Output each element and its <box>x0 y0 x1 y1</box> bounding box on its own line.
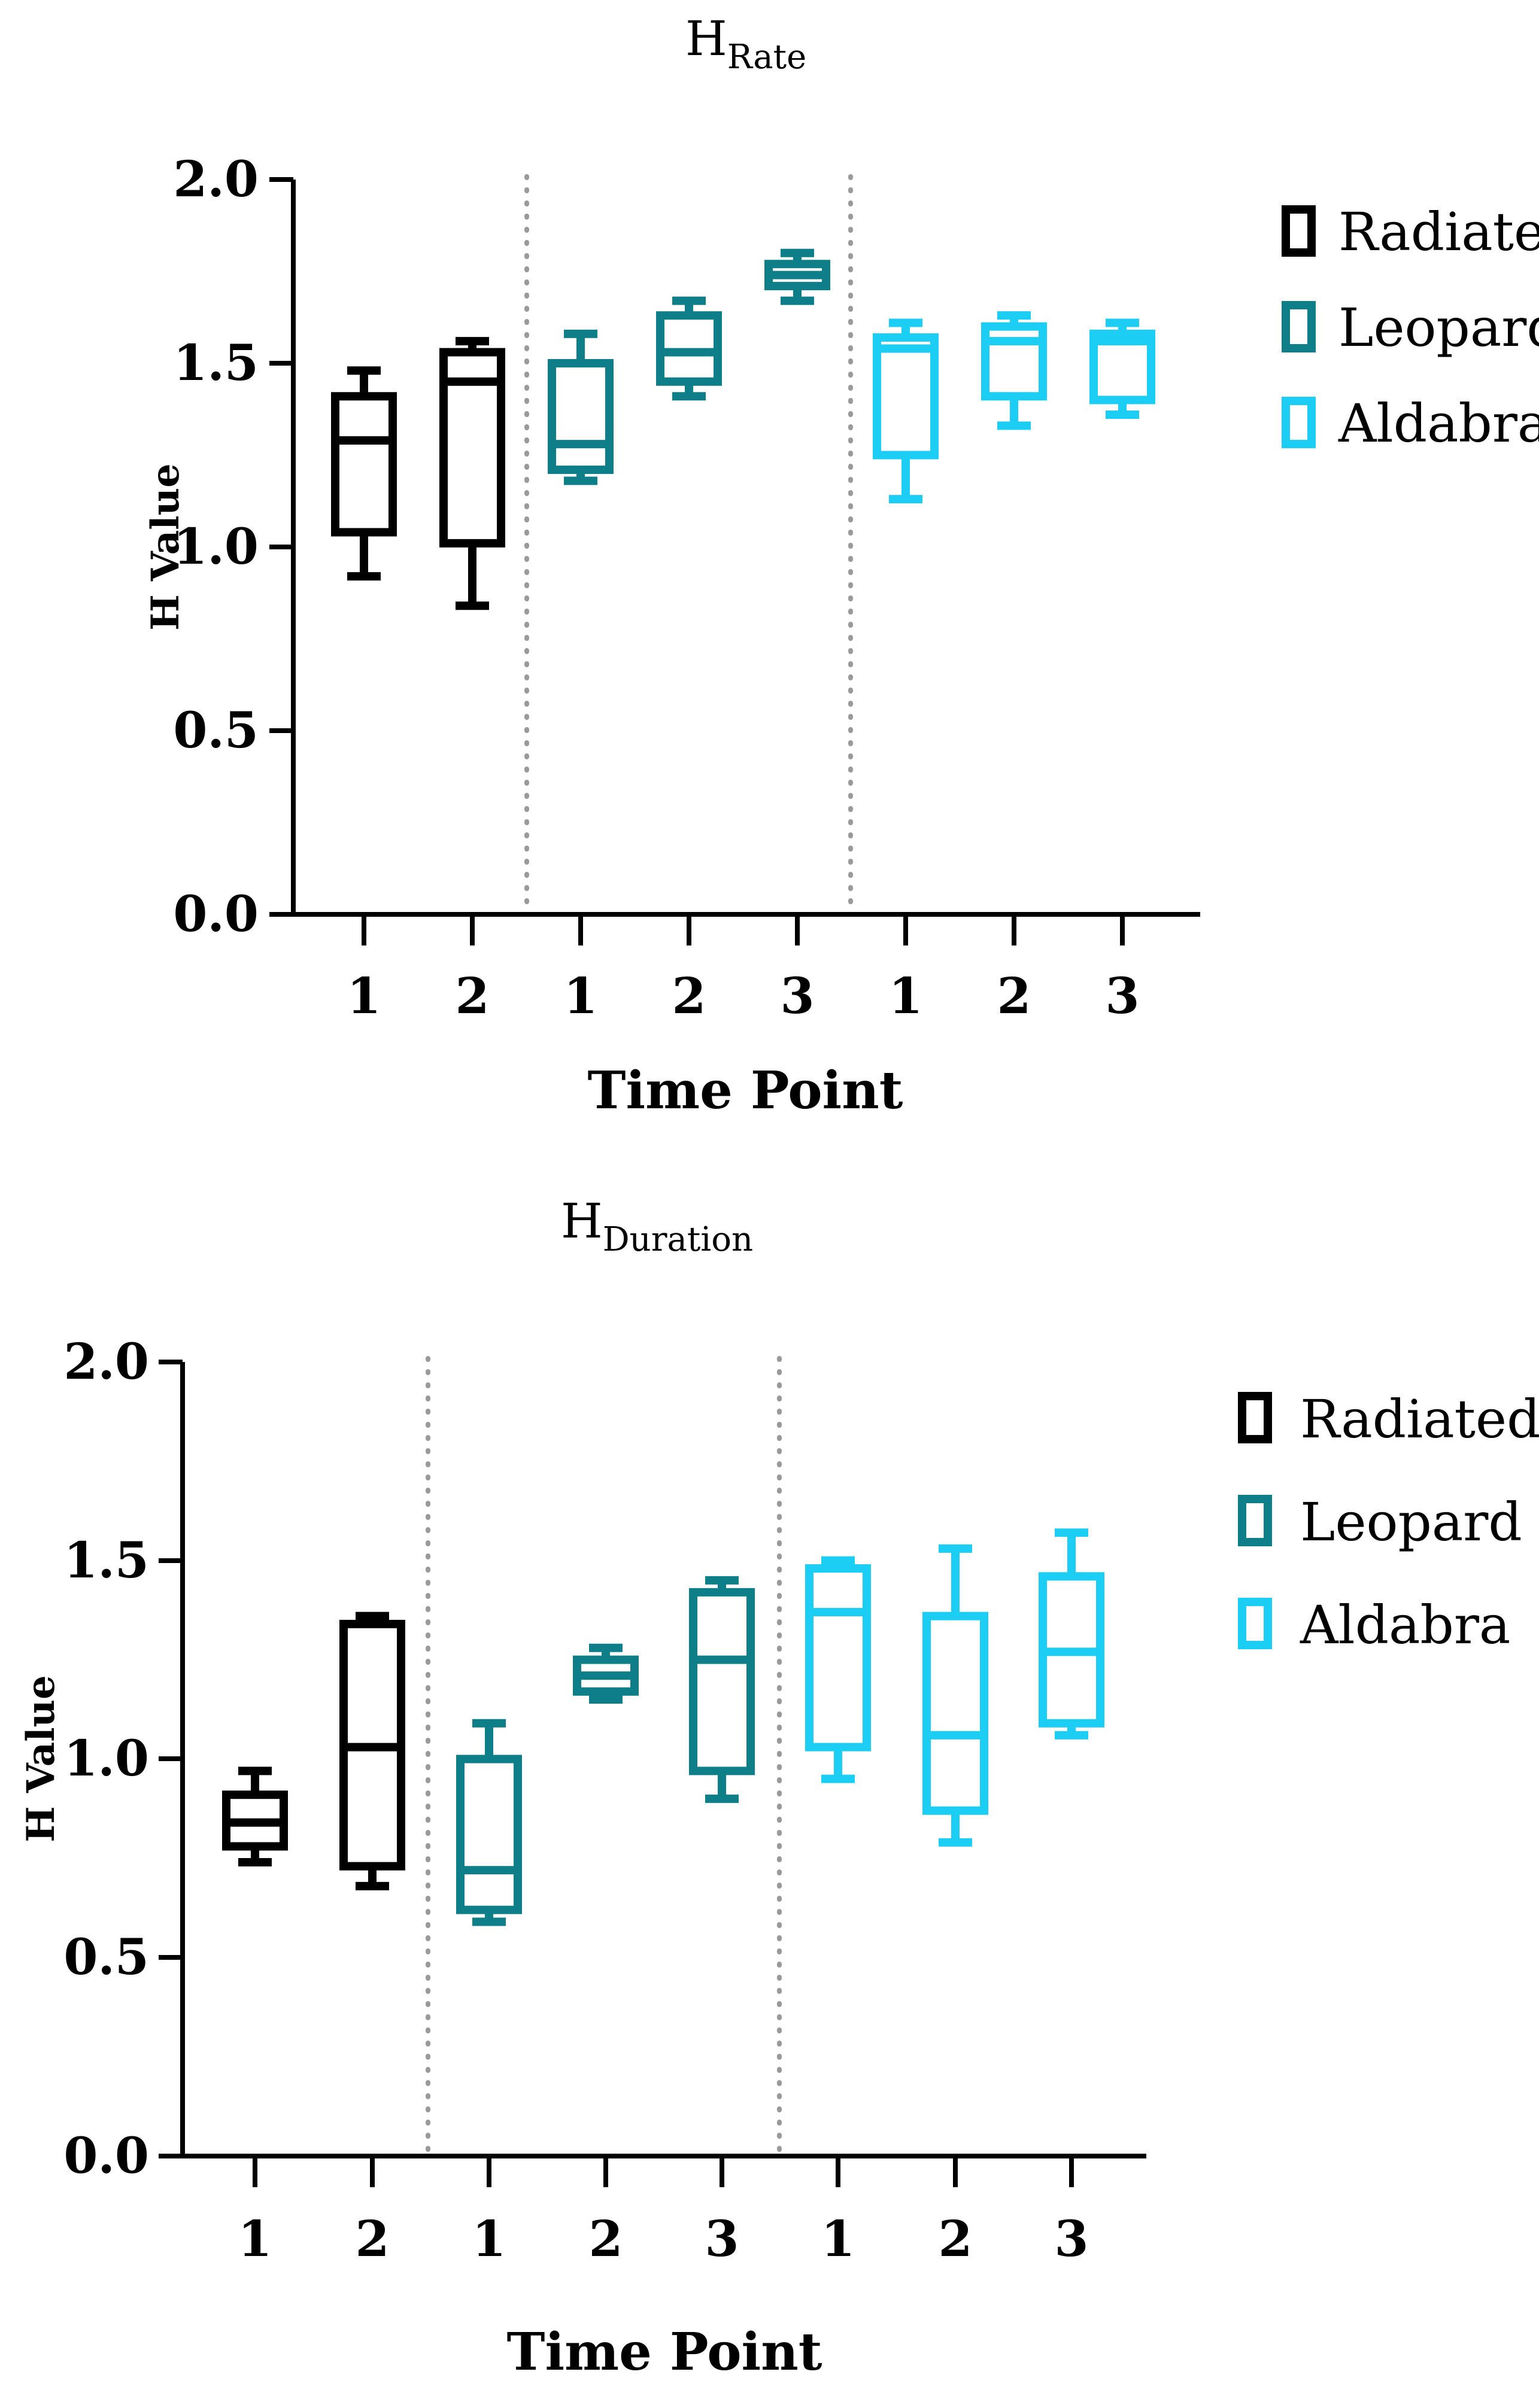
y-tick-label: 0.5 <box>173 702 259 759</box>
x-tick-label: 2 <box>938 2211 972 2268</box>
box-plots <box>331 248 1155 610</box>
box-radiated-2 <box>339 1612 405 1890</box>
x-tick-label: 2 <box>355 2211 389 2268</box>
x-tick-label: 1 <box>888 968 922 1025</box>
iqr-box <box>456 1755 522 1914</box>
box-leopard-1 <box>456 1719 522 1926</box>
legend-label-leopard: Leopard <box>1300 1491 1522 1553</box>
legend-swatch-radiated <box>1238 1392 1272 1443</box>
x-tick-label: 2 <box>997 968 1031 1025</box>
x-tick-label: 1 <box>472 2211 506 2268</box>
legend-swatch-radiated <box>1282 205 1316 257</box>
box-leopard-2 <box>573 1643 639 1704</box>
y-tick-label: 0.5 <box>63 1929 149 1986</box>
y-axis-title: H Value <box>19 1675 63 1843</box>
box-leopard-2 <box>656 296 722 401</box>
legend-label-aldabra: Aldabra <box>1338 393 1539 454</box>
box-radiated-1 <box>222 1767 288 1867</box>
legend-label-radiated: Radiated <box>1300 1388 1539 1450</box>
iqr-box <box>922 1612 988 1815</box>
x-tick-label: 2 <box>672 968 706 1025</box>
y-tick-label: 2.0 <box>63 1333 149 1391</box>
y-tick-label: 2.0 <box>173 151 259 208</box>
x-tick-label: 1 <box>238 2211 272 2268</box>
y-axis-title: H Value <box>143 463 188 631</box>
box-aldabra-1 <box>805 1556 871 1783</box>
chart-title: HDuration <box>561 1193 753 1259</box>
x-tick-label: 3 <box>1054 2211 1088 2268</box>
iqr-box <box>548 359 614 475</box>
legend: Radiated Leopard Aldabra <box>1282 201 1539 454</box>
x-tick-label: 1 <box>563 968 597 1025</box>
y-tick-label: 1.0 <box>63 1730 149 1787</box>
box-aldabra-2 <box>922 1544 988 1847</box>
box-aldabra-2 <box>981 311 1047 430</box>
iqr-box <box>331 392 397 537</box>
x-axis-title: Time Point <box>588 1060 903 1121</box>
box-radiated-2 <box>439 337 505 610</box>
legend-swatch-aldabra <box>1238 1598 1272 1649</box>
x-tick-label: 2 <box>588 2211 623 2268</box>
box-plots <box>222 1528 1104 1926</box>
legend-label-aldabra: Aldabra <box>1300 1594 1510 1656</box>
box-aldabra-3 <box>1039 1528 1104 1740</box>
panel-h-duration: HDuration 0.0 0.5 1.0 1.5 2.0 H Value Ti… <box>19 1193 1539 2382</box>
legend-label-leopard: Leopard <box>1338 297 1539 358</box>
legend-label-radiated: Radiated <box>1338 201 1539 263</box>
box-aldabra-3 <box>1089 318 1155 419</box>
x-axis-title: Time Point <box>507 2322 822 2382</box>
chart-title: HRate <box>685 11 806 77</box>
x-tick-label: 3 <box>780 968 814 1025</box>
iqr-box <box>689 1588 755 1775</box>
box-leopard-3 <box>689 1576 755 1803</box>
legend: Radiated Leopard Aldabra <box>1238 1388 1539 1656</box>
y-ticks: 0.0 0.5 1.0 1.5 2.0 <box>63 1333 183 2185</box>
y-tick-label: 0.0 <box>63 2127 149 2185</box>
panel-h-rate: HRate 0.0 0.5 1.0 1.5 2.0 H Value Time P… <box>143 11 1539 1121</box>
x-ticks: 1 2 1 2 3 1 2 3 <box>347 914 1140 1025</box>
y-tick-label: 1.5 <box>63 1532 149 1589</box>
x-ticks: 1 2 1 2 3 1 2 3 <box>238 2156 1089 2268</box>
iqr-box <box>981 322 1047 401</box>
y-tick-label: 1.0 <box>173 518 259 576</box>
x-tick-label: 2 <box>455 968 489 1025</box>
x-tick-label: 1 <box>347 968 381 1025</box>
box-radiated-1 <box>331 366 397 581</box>
box-leopard-3 <box>764 248 830 305</box>
x-tick-label: 1 <box>821 2211 855 2268</box>
box-leopard-1 <box>548 329 614 485</box>
x-tick-label: 3 <box>705 2211 739 2268</box>
iqr-box <box>873 333 939 460</box>
y-ticks: 0.0 0.5 1.0 1.5 2.0 <box>173 151 293 943</box>
y-tick-label: 0.0 <box>173 886 259 943</box>
x-tick-label: 3 <box>1105 968 1139 1025</box>
box-aldabra-1 <box>873 318 939 504</box>
legend-swatch-aldabra <box>1282 397 1316 448</box>
legend-swatch-leopard <box>1238 1495 1272 1546</box>
y-tick-label: 1.5 <box>173 335 259 392</box>
legend-swatch-leopard <box>1282 301 1316 352</box>
iqr-box <box>805 1564 871 1752</box>
